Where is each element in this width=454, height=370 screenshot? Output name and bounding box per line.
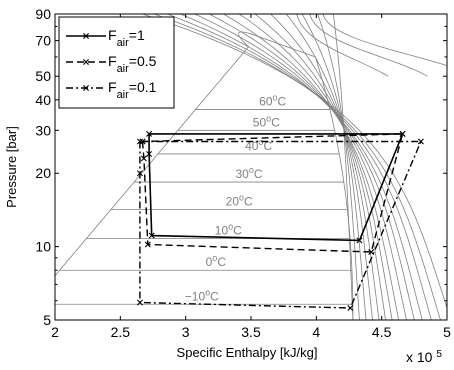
isotherm-curve (142, 14, 447, 309)
legend-entry: Fair=0.5 (108, 53, 157, 75)
cycle-series (136, 130, 424, 311)
supercritical-curve (296, 14, 389, 77)
x-tick-label: 3.5 (241, 324, 261, 340)
series-line (148, 133, 404, 242)
series-line (141, 133, 404, 253)
series-point (146, 130, 153, 137)
isotherm-label: −10oC (185, 287, 219, 303)
x-axis-multiplier: x 10 5 (406, 349, 442, 366)
isotherm-label: 30oC (235, 165, 262, 181)
x-tick-label: 5 (443, 324, 451, 340)
series-point (146, 150, 153, 157)
legend-entry: Fair=1 (108, 27, 145, 49)
series-point (140, 155, 147, 162)
y-axis-label: Pressure [bar] (4, 126, 19, 208)
isotherm-curve (317, 14, 360, 320)
y-tick-label: 5 (43, 312, 51, 328)
series-point (399, 130, 406, 137)
isotherm-curve (254, 14, 386, 320)
x-tick-label: 4.5 (372, 324, 392, 340)
series-point (148, 232, 155, 239)
x-axis-label: Specific Enthalpy [kJ/kg] (177, 345, 318, 360)
isotherm-curve (180, 14, 423, 320)
series-point (136, 170, 143, 177)
y-tick-label: 70 (35, 33, 51, 49)
isotherm-label: 20oC (226, 193, 253, 209)
isotherm-curve (285, 14, 373, 320)
y-tick-label: 90 (35, 6, 51, 22)
series-point (144, 241, 151, 248)
isotherm-labels: 60oC 50oC 40oC 30oC 20oC 10oC 0oC −10oC (185, 93, 287, 304)
supercritical-curve (309, 14, 428, 77)
series-3 (136, 138, 424, 311)
series-line (139, 140, 422, 309)
x-tick-label: 4 (312, 324, 320, 340)
y-tick-label: 50 (35, 68, 51, 84)
y-tick-label: 20 (35, 165, 51, 181)
series-point (136, 299, 143, 306)
axis-ticks: 2 2.5 3 3.5 4 4.5 5 5 10 20 30 40 50 70 90 (35, 6, 451, 340)
isotherm-curve (154, 14, 441, 320)
isotherm-label: 50oC (253, 113, 280, 129)
x-tick-label: 2.5 (111, 324, 131, 340)
isotherm-curve (270, 14, 380, 320)
series-point (347, 305, 354, 311)
isotherm-curve (167, 14, 432, 320)
legend-marker (83, 85, 89, 91)
isotherm-curve (238, 14, 393, 320)
y-tick-label: 30 (35, 122, 51, 138)
isotherm-curve (332, 14, 354, 320)
series-point (356, 237, 363, 244)
series-point (417, 138, 424, 145)
x-axis-multiplier-base: x 10 (406, 349, 433, 365)
isotherm-label: 10oC (215, 222, 242, 238)
legend: Fair=1 Fair=0.5 Fair=0.1 (58, 16, 175, 109)
isotherm-curve (209, 14, 407, 320)
y-tick-label: 40 (35, 92, 51, 108)
isotherm-curve (301, 14, 367, 320)
isotherm-curve (194, 14, 415, 320)
series-point (136, 138, 143, 145)
x-tick-label: 2 (51, 324, 59, 340)
legend-marker (83, 59, 89, 65)
x-tick-label: 3 (182, 324, 190, 340)
isotherm-label: 40oC (245, 137, 272, 153)
isotherm-curve (223, 14, 400, 320)
legend-marker (83, 33, 89, 39)
isotherm-label: 0oC (206, 253, 227, 269)
isotherm-label: 60oC (259, 93, 286, 109)
y-tick-label: 10 (35, 239, 51, 255)
supercritical-curve (322, 14, 447, 67)
legend-entry: Fair=0.1 (108, 79, 157, 101)
x-axis-multiplier-exponent: 5 (436, 349, 442, 360)
